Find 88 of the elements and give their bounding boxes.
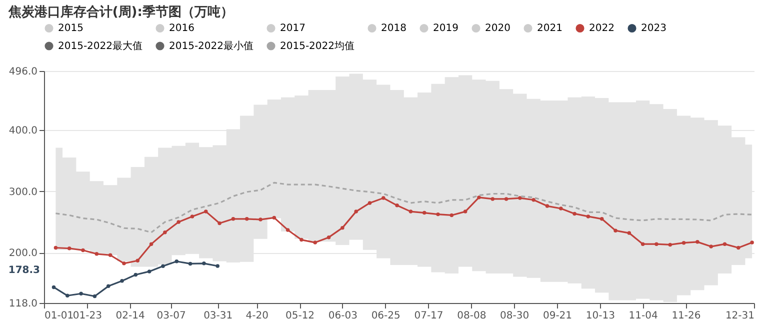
point bbox=[163, 230, 167, 234]
point bbox=[395, 204, 399, 208]
x-tick-label: 01-23 bbox=[72, 310, 102, 322]
x-tick-label: 06-25 bbox=[371, 310, 400, 322]
x-tick-label: 10-13 bbox=[586, 310, 615, 322]
point bbox=[340, 226, 344, 230]
x-tick-label: 05-12 bbox=[285, 310, 315, 322]
legend-label: 2017 bbox=[280, 23, 306, 34]
y-tick-label: 200.0 bbox=[8, 248, 38, 260]
legend-label: 2018 bbox=[381, 23, 406, 34]
point bbox=[559, 206, 563, 210]
x-tick-label: 09-21 bbox=[542, 310, 572, 322]
x-tick-label: 01-01 bbox=[44, 310, 74, 322]
y-tick-label: 118.0 bbox=[8, 298, 38, 310]
point bbox=[532, 198, 536, 202]
y-tick-label: 400.0 bbox=[8, 125, 38, 136]
x-tick-label: 03-31 bbox=[204, 310, 233, 322]
legend-label: 2023 bbox=[641, 23, 666, 34]
point bbox=[586, 214, 590, 218]
point bbox=[313, 240, 317, 244]
point bbox=[504, 197, 508, 201]
point bbox=[572, 212, 576, 216]
legend-label: 2021 bbox=[537, 23, 562, 34]
point bbox=[408, 210, 413, 214]
point bbox=[518, 196, 522, 200]
point bbox=[176, 220, 180, 224]
point bbox=[326, 235, 331, 240]
legend-label: 2015-2022最小值 bbox=[169, 40, 254, 52]
point bbox=[750, 240, 754, 244]
point bbox=[136, 258, 140, 263]
point bbox=[122, 262, 126, 266]
point bbox=[614, 228, 618, 232]
point bbox=[722, 242, 727, 246]
x-tick-label: 11-26 bbox=[672, 310, 701, 322]
point bbox=[190, 214, 194, 218]
chart-title: 焦炭港口库存合计(周):季节图（万吨） bbox=[7, 4, 234, 20]
point bbox=[490, 197, 494, 201]
x-tick-label: 02-14 bbox=[116, 310, 145, 322]
point bbox=[231, 217, 236, 221]
point bbox=[300, 238, 304, 242]
legend-label: 2015 bbox=[58, 23, 84, 34]
point bbox=[54, 246, 58, 250]
point bbox=[696, 240, 700, 244]
legend-label: 2015-2022均值 bbox=[280, 40, 355, 52]
point bbox=[654, 242, 658, 246]
point bbox=[382, 196, 386, 200]
point bbox=[81, 248, 85, 252]
point bbox=[682, 240, 686, 245]
point bbox=[709, 244, 713, 248]
point bbox=[436, 212, 440, 216]
point bbox=[258, 218, 262, 222]
x-tick-label: 06-03 bbox=[328, 310, 358, 322]
point bbox=[545, 204, 550, 208]
x-tick-label: 03-07 bbox=[156, 310, 186, 322]
x-tick-label: 07-17 bbox=[414, 310, 444, 322]
text: 178.3 bbox=[8, 265, 40, 276]
point bbox=[736, 246, 740, 250]
point bbox=[286, 228, 290, 232]
point bbox=[204, 210, 208, 214]
point bbox=[477, 196, 481, 200]
legend-label: 2022 bbox=[589, 23, 614, 34]
x-tick-label: 4-20 bbox=[246, 310, 268, 322]
point bbox=[108, 253, 112, 257]
point bbox=[627, 231, 632, 235]
legend-label: 2020 bbox=[485, 23, 510, 34]
point bbox=[244, 217, 249, 221]
point bbox=[668, 242, 672, 247]
point bbox=[94, 252, 99, 256]
legend-label: 2015-2022最大值 bbox=[58, 40, 143, 52]
y-tick-label: 496.0 bbox=[8, 66, 38, 78]
legend-label: 2016 bbox=[169, 23, 194, 34]
point bbox=[368, 201, 372, 205]
point bbox=[422, 210, 426, 215]
point bbox=[67, 246, 72, 250]
point bbox=[600, 217, 604, 221]
point bbox=[272, 216, 276, 220]
x-tick-label: 08-30 bbox=[500, 310, 530, 322]
legend-label: 2019 bbox=[433, 23, 458, 34]
point bbox=[354, 210, 358, 214]
point bbox=[463, 210, 468, 214]
x-tick-label: 08-08 bbox=[457, 310, 486, 322]
point bbox=[450, 213, 454, 218]
point bbox=[218, 221, 222, 226]
point bbox=[149, 242, 154, 246]
x-tick-label: 11-04 bbox=[628, 310, 658, 322]
x-tick-label: 12-31 bbox=[725, 310, 754, 322]
y-tick-label: 300.0 bbox=[8, 186, 38, 198]
point bbox=[640, 242, 645, 246]
